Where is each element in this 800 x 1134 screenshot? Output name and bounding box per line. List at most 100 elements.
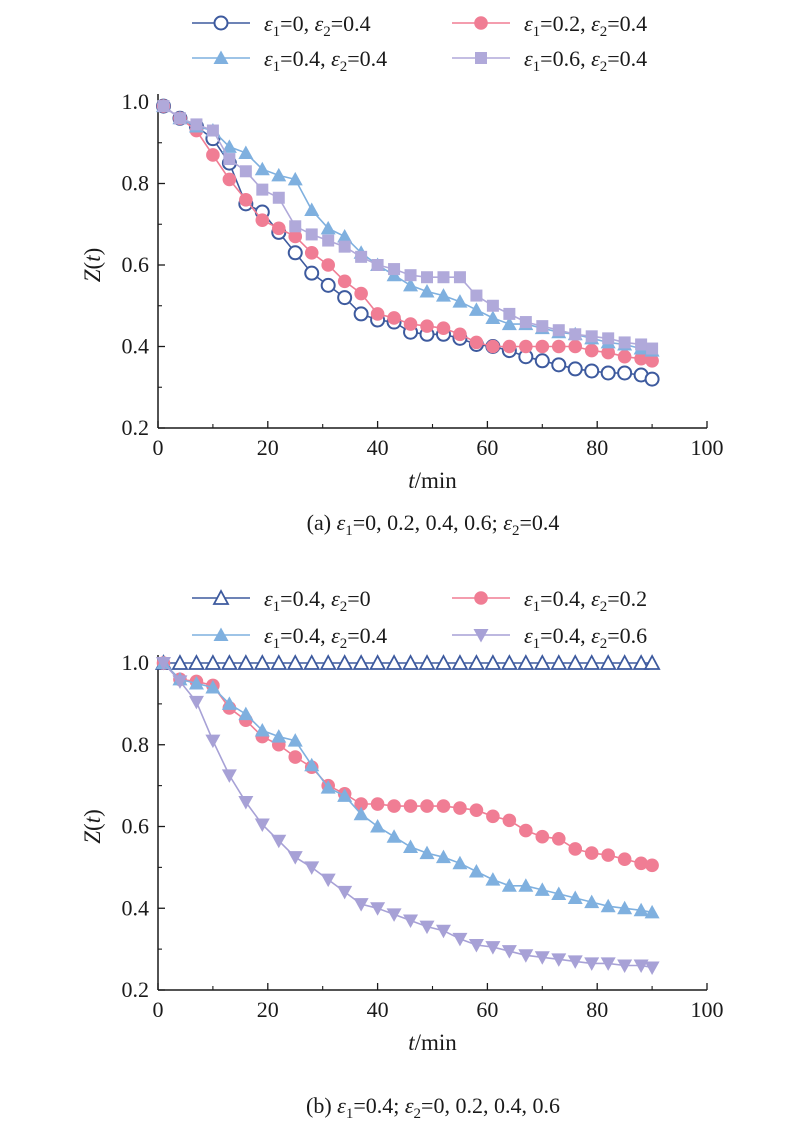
data-point: [633, 959, 649, 973]
data-point: [600, 957, 616, 971]
data-point: [486, 809, 500, 824]
legend-marker: [213, 627, 229, 641]
legend-entry: ε1=0.2, ε2=0.4: [452, 11, 647, 40]
legend-label: ε1=0.6, ε2=0.4: [524, 46, 647, 75]
data-point: [420, 799, 434, 813]
data-point: [645, 353, 659, 368]
data-point: [517, 654, 535, 670]
data-point: [568, 339, 583, 354]
data-point: [369, 654, 387, 670]
data-point: [386, 908, 402, 922]
data-point: [503, 307, 516, 320]
figure-caption: (b) ε1=0.4; ε2=0, 0.2, 0.4, 0.6: [306, 1093, 560, 1122]
data-point: [452, 932, 468, 947]
data-point: [238, 795, 254, 810]
data-point: [469, 335, 484, 350]
data-point: [435, 849, 451, 864]
data-point: [551, 357, 567, 373]
data-point: [645, 858, 659, 873]
data-point: [353, 306, 369, 322]
legend-label: ε1=0.4, ε2=0.2: [524, 586, 647, 615]
data-point: [519, 339, 533, 354]
data-point: [634, 856, 648, 871]
data-point: [644, 961, 660, 976]
data-point: [386, 829, 402, 843]
data-point: [205, 680, 221, 694]
data-point: [518, 878, 534, 892]
data-point: [534, 882, 550, 896]
data-point: [206, 148, 220, 162]
data-point: [421, 271, 434, 284]
data-point: [644, 904, 660, 919]
data-point: [437, 271, 450, 284]
data-point: [569, 328, 582, 341]
data-point: [352, 654, 370, 670]
data-point: [353, 806, 369, 821]
chart-a: 0 20 40 60 80 100 0.2 0.4 0.6 0.8 1.0 t/min Z(t) ε1=0…: [80, 11, 724, 539]
x-tick-label: 20: [257, 997, 279, 1022]
data-point: [617, 959, 633, 973]
legend-marker: [213, 50, 229, 64]
data-point: [289, 220, 302, 233]
data-point: [221, 769, 237, 783]
y-tick-label: 0.4: [122, 895, 150, 920]
data-point: [320, 780, 336, 794]
series-2: [155, 655, 660, 919]
data-point: [599, 654, 617, 670]
data-point: [320, 277, 336, 293]
data-point: [617, 365, 633, 381]
data-point: [303, 654, 321, 670]
data-point: [600, 365, 616, 381]
data-point: [206, 124, 219, 137]
data-point: [484, 654, 502, 670]
data-point: [353, 898, 369, 912]
data-point: [322, 234, 335, 247]
series-0: [154, 654, 661, 670]
legend-marker: [212, 589, 230, 605]
data-point: [271, 167, 287, 182]
x-tick-label: 80: [586, 997, 608, 1022]
data-point: [337, 228, 353, 243]
data-point: [501, 878, 517, 892]
data-point: [254, 161, 270, 176]
data-point: [172, 675, 188, 689]
data-point: [239, 165, 252, 178]
data-point: [467, 654, 485, 670]
data-point: [204, 654, 222, 670]
series-line: [163, 105, 653, 350]
x-tick-label: 40: [367, 435, 389, 460]
data-point: [337, 788, 353, 802]
data-point: [635, 338, 648, 351]
data-point: [304, 265, 320, 281]
x-tick-label: 100: [691, 435, 724, 460]
data-point: [485, 310, 501, 324]
y-tick-label: 1.0: [122, 650, 150, 675]
data-point: [452, 855, 468, 870]
series-1: [156, 99, 659, 368]
data-point: [534, 951, 550, 965]
data-point: [436, 799, 451, 813]
legend-entry: ε1=0.4, ε2=0.2: [452, 586, 647, 615]
data-point: [500, 654, 518, 670]
legend-entry: ε1=0, ε2=0.4: [192, 11, 371, 40]
data-point: [387, 311, 401, 325]
x-tick-label: 0: [153, 435, 164, 460]
data-point: [272, 191, 285, 204]
data-point: [533, 654, 551, 670]
data-point: [255, 213, 270, 227]
y-tick-label: 0.8: [122, 171, 150, 196]
data-point: [320, 873, 336, 888]
data-point: [418, 654, 436, 670]
data-point: [205, 734, 221, 749]
data-point: [320, 220, 336, 235]
x-tick-label: 40: [367, 997, 389, 1022]
y-tick-label: 1.0: [122, 89, 150, 114]
data-point: [519, 823, 533, 838]
data-point: [271, 221, 286, 236]
data-point: [371, 259, 384, 271]
data-point: [485, 941, 501, 955]
data-point: [286, 654, 304, 670]
y-tick-label: 0.8: [122, 732, 150, 757]
data-point: [566, 654, 584, 670]
